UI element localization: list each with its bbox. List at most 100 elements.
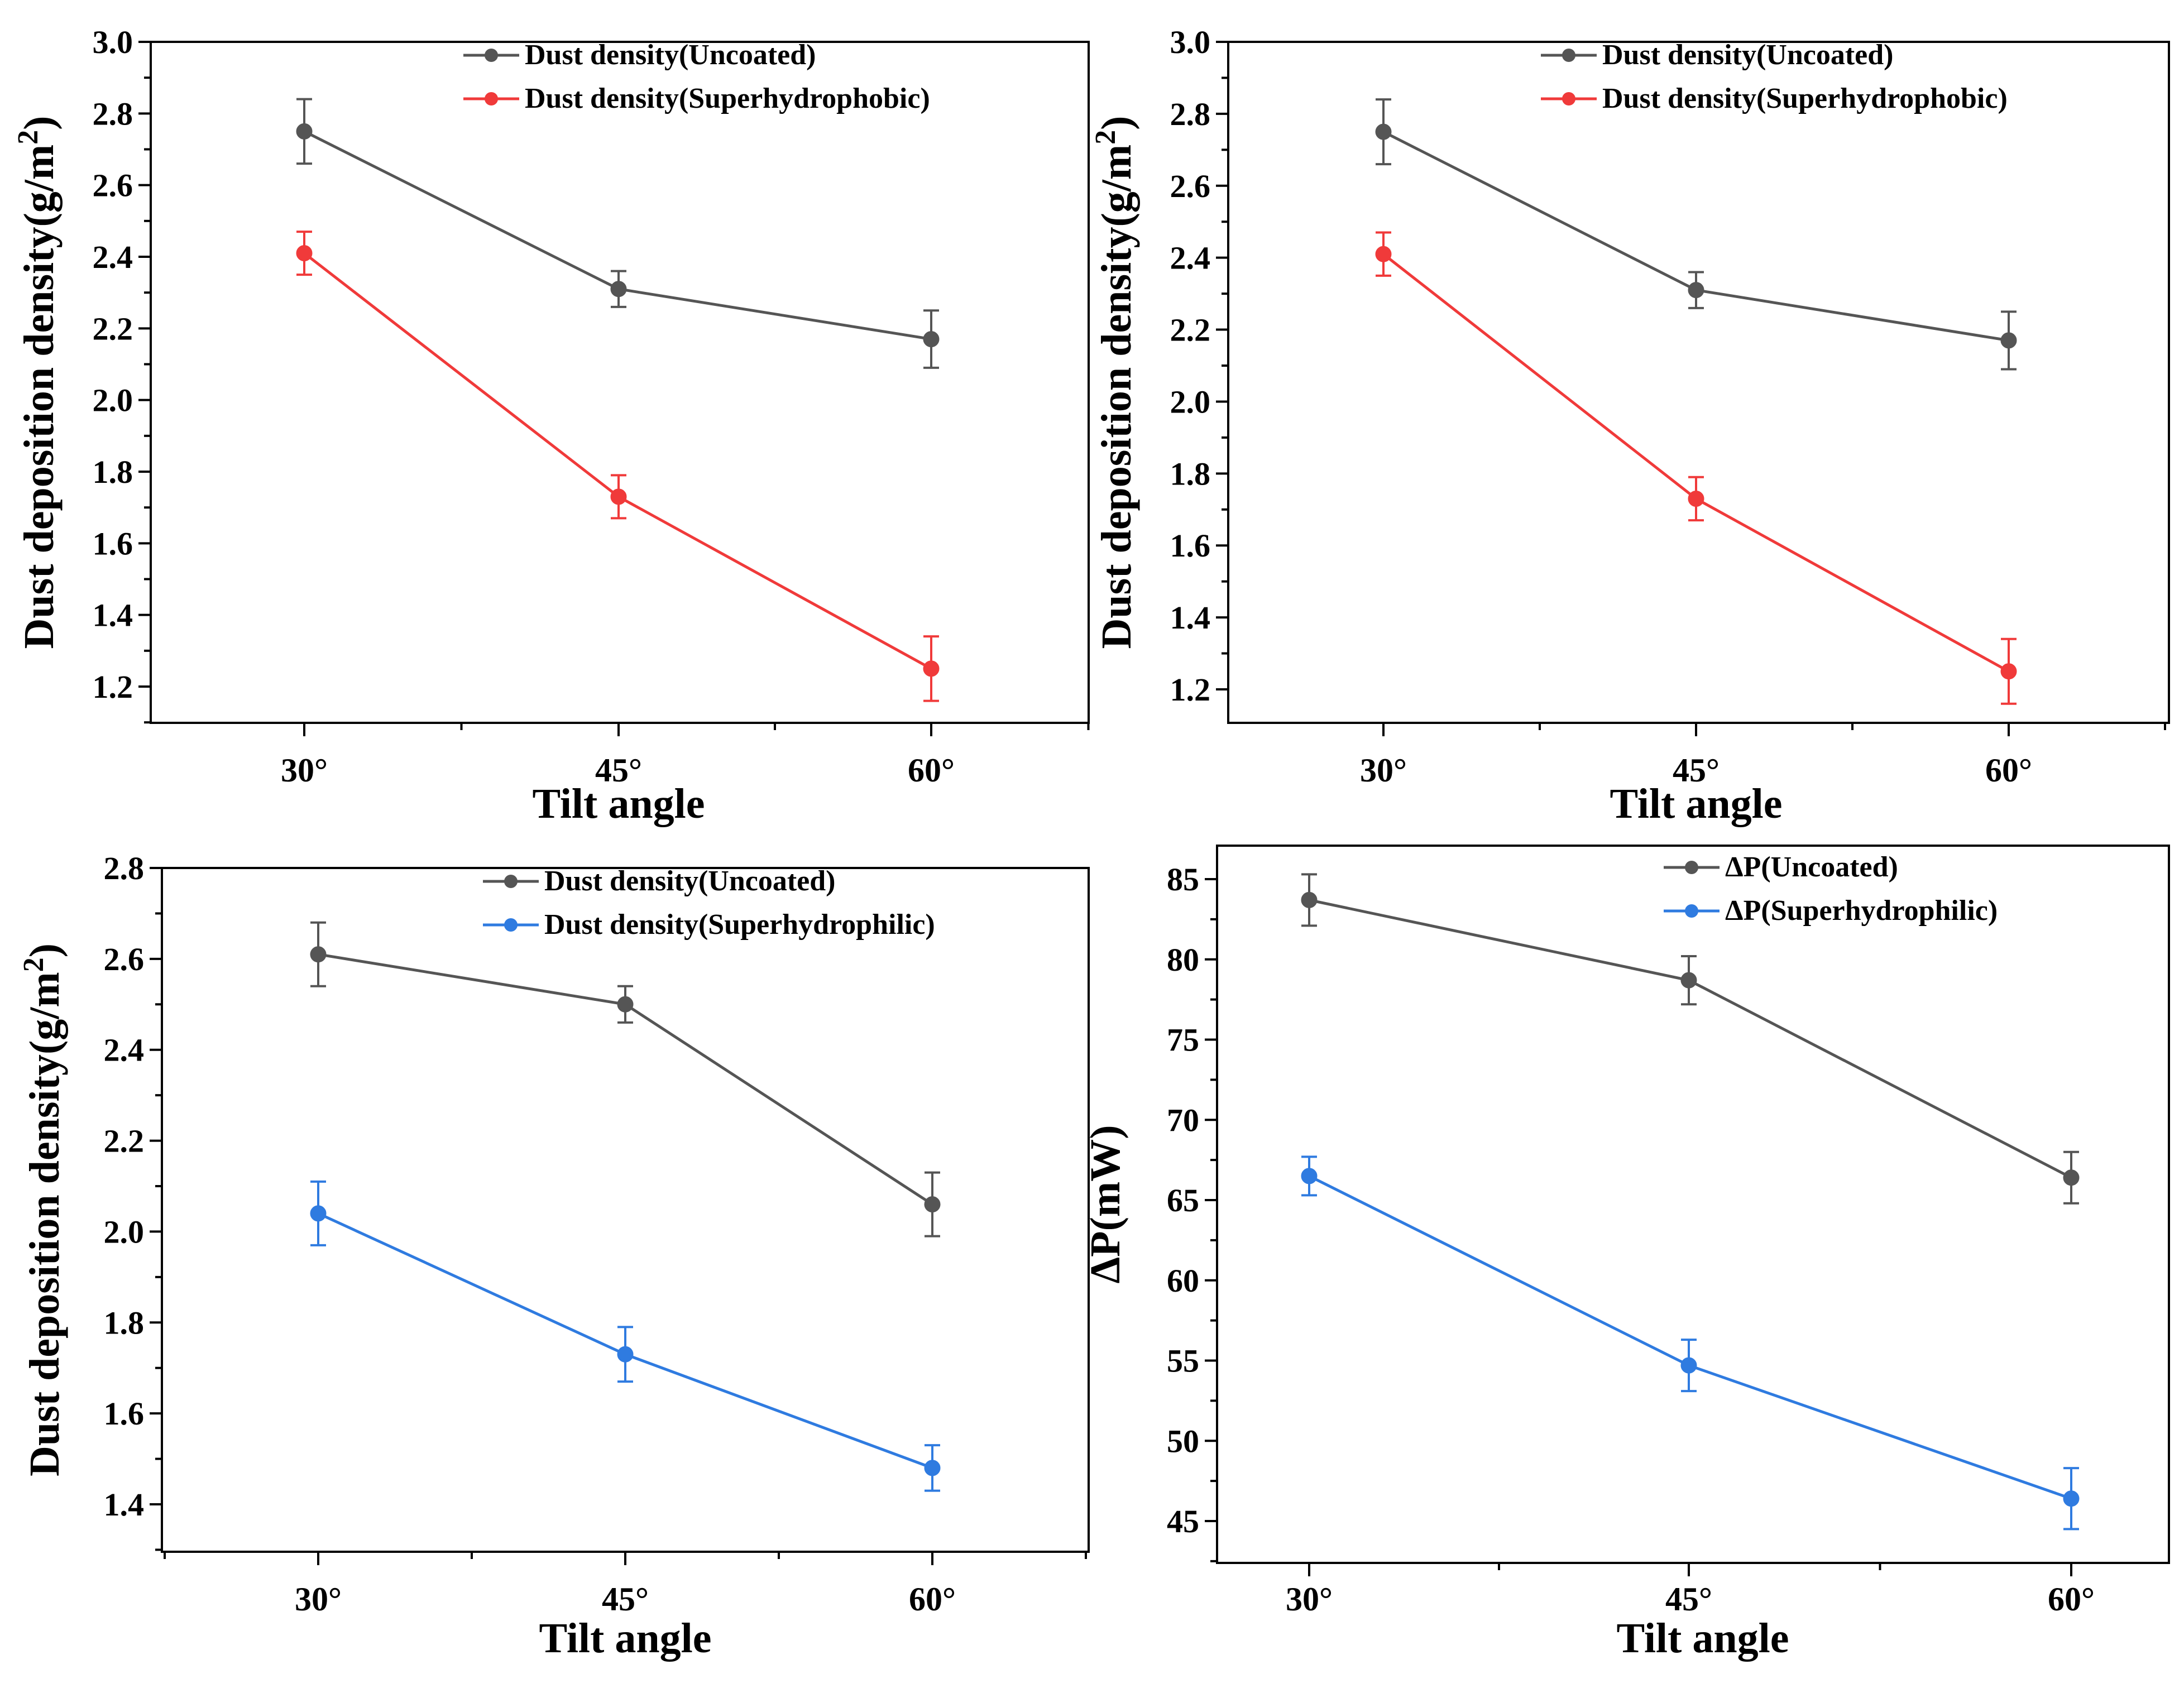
legend-label: ΔP(Uncoated) <box>1725 851 1898 883</box>
y-axis-title: Dust deposition density(g/m2) <box>12 116 63 649</box>
y-tick-label: 3.0 <box>1170 24 1211 60</box>
y-tick-label: 2.4 <box>104 1032 145 1068</box>
y-tick-label: 1.4 <box>1170 599 1211 636</box>
y-tick-label: 60 <box>1167 1263 1199 1299</box>
y-tick-label: 1.4 <box>93 597 133 634</box>
data-point <box>2000 332 2017 349</box>
y-tick-label: 1.8 <box>93 454 133 490</box>
chart-panel-top-right: 1.2 1.4 1.6 1.8 2.0 2.2 2.4 2.6 2.8 3.0 30° 45° 60° T… <box>1090 24 2170 827</box>
legend-label: Dust density(Superhydrophilic) <box>544 909 935 941</box>
x-tick-label: 60° <box>909 1581 956 1618</box>
x-tick-label: 45° <box>595 752 642 789</box>
data-point <box>1375 123 1392 140</box>
legend-marker <box>485 49 498 62</box>
legend-marker <box>504 918 518 932</box>
x-tick-label: 30° <box>1360 752 1407 789</box>
y-tick-label: 2.6 <box>1170 168 1211 204</box>
y-axis-title: Dust deposition density(g/m2) <box>18 943 68 1476</box>
data-point <box>1375 246 1392 262</box>
legend-label: Dust density(Uncoated) <box>544 865 835 897</box>
x-tick-label: 30° <box>295 1581 342 1618</box>
x-tick-label: 30° <box>281 752 328 789</box>
data-point <box>1688 490 1704 507</box>
y-tick-label: 2.8 <box>93 95 133 132</box>
data-point <box>1680 1357 1697 1374</box>
y-axis-title: ΔP(mW) <box>1082 1125 1129 1284</box>
y-tick-label: 3.0 <box>93 24 133 60</box>
data-point <box>923 660 940 677</box>
data-point <box>923 331 940 348</box>
y-tick-label: 1.8 <box>104 1304 145 1341</box>
legend-label: Dust density(Superhydrophobic) <box>1602 83 2008 114</box>
legend-label: Dust density(Superhydrophobic) <box>525 83 930 114</box>
y-tick-label: 55 <box>1167 1343 1199 1379</box>
y-tick-label: 2.4 <box>1170 240 1211 276</box>
y-tick-label: 1.4 <box>104 1486 145 1523</box>
legend-marker <box>485 92 498 105</box>
legend-label: Dust density(Uncoated) <box>525 39 816 71</box>
data-point <box>1301 1168 1318 1184</box>
data-point <box>296 123 313 140</box>
data-point <box>2000 663 2017 680</box>
y-tick-label: 2.0 <box>104 1213 145 1250</box>
data-point <box>1301 891 1318 908</box>
y-tick-label: 2.8 <box>1170 96 1211 132</box>
y-tick-label: 1.6 <box>93 525 133 562</box>
x-tick-label: 45° <box>1673 752 1720 789</box>
legend-label: ΔP(Superhydrophilic) <box>1725 895 1998 927</box>
y-tick-label: 1.6 <box>104 1395 145 1432</box>
y-tick-label: 2.0 <box>1170 383 1211 420</box>
y-tick-label: 2.4 <box>93 239 133 275</box>
plot-frame <box>1227 41 2170 724</box>
legend-marker <box>1562 92 1575 105</box>
y-tick-label: 2.6 <box>93 167 133 204</box>
x-axis-title: Tilt angle <box>1610 780 1783 827</box>
y-tick-label: 2.6 <box>104 941 145 977</box>
data-point <box>924 1460 941 1476</box>
data-point <box>610 281 627 298</box>
data-point <box>1688 282 1704 299</box>
data-point <box>310 946 327 963</box>
y-tick-label: 1.6 <box>1170 527 1211 564</box>
data-point <box>617 1346 634 1363</box>
y-tick-label: 80 <box>1167 942 1199 978</box>
data-point <box>617 996 634 1013</box>
data-point <box>2063 1169 2080 1186</box>
legend-marker <box>504 875 518 888</box>
y-axis-title: Dust deposition density(g/m2) <box>1090 116 1140 649</box>
data-point <box>2063 1490 2080 1507</box>
y-tick-label: 45 <box>1167 1503 1199 1539</box>
x-axis-title: Tilt angle <box>1617 1615 1789 1662</box>
y-tick-label: 85 <box>1167 861 1199 898</box>
y-tick-label: 1.2 <box>93 669 133 705</box>
chart-panel-bottom-right: 45 50 55 60 65 70 75 80 85 30° 45° 60° Tilt angle ΔP(… <box>1082 845 2170 1662</box>
data-point <box>610 488 627 505</box>
y-tick-label: 2.8 <box>104 850 145 886</box>
y-tick-label: 2.2 <box>1170 312 1211 348</box>
y-tick-label: 2.2 <box>93 310 133 347</box>
x-tick-label: 60° <box>1985 752 2032 789</box>
legend-label: Dust density(Uncoated) <box>1602 39 1893 71</box>
data-point <box>1680 972 1697 989</box>
x-tick-label: 45° <box>602 1581 649 1618</box>
plot-frame <box>1216 845 2170 1564</box>
legend-marker <box>1685 904 1698 918</box>
x-tick-label: 45° <box>1665 1581 1712 1618</box>
chart-panel-top-left: 1.2 1.4 1.6 1.8 2.0 2.2 2.4 2.6 2.8 3.0 30° 45° 60° T… <box>12 24 1090 827</box>
y-tick-label: 2.0 <box>93 382 133 419</box>
data-point <box>924 1196 941 1213</box>
y-tick-label: 50 <box>1167 1423 1199 1459</box>
legend-marker <box>1562 49 1575 62</box>
y-tick-label: 1.8 <box>1170 455 1211 492</box>
data-point <box>296 245 313 262</box>
y-tick-label: 70 <box>1167 1102 1199 1138</box>
x-tick-label: 30° <box>1286 1581 1333 1618</box>
y-tick-label: 1.2 <box>1170 671 1211 708</box>
x-tick-label: 60° <box>908 752 955 789</box>
x-axis-title: Tilt angle <box>533 780 705 827</box>
y-tick-label: 65 <box>1167 1182 1199 1219</box>
legend-marker <box>1685 861 1698 874</box>
data-point <box>310 1205 327 1222</box>
x-tick-label: 60° <box>2048 1581 2095 1618</box>
